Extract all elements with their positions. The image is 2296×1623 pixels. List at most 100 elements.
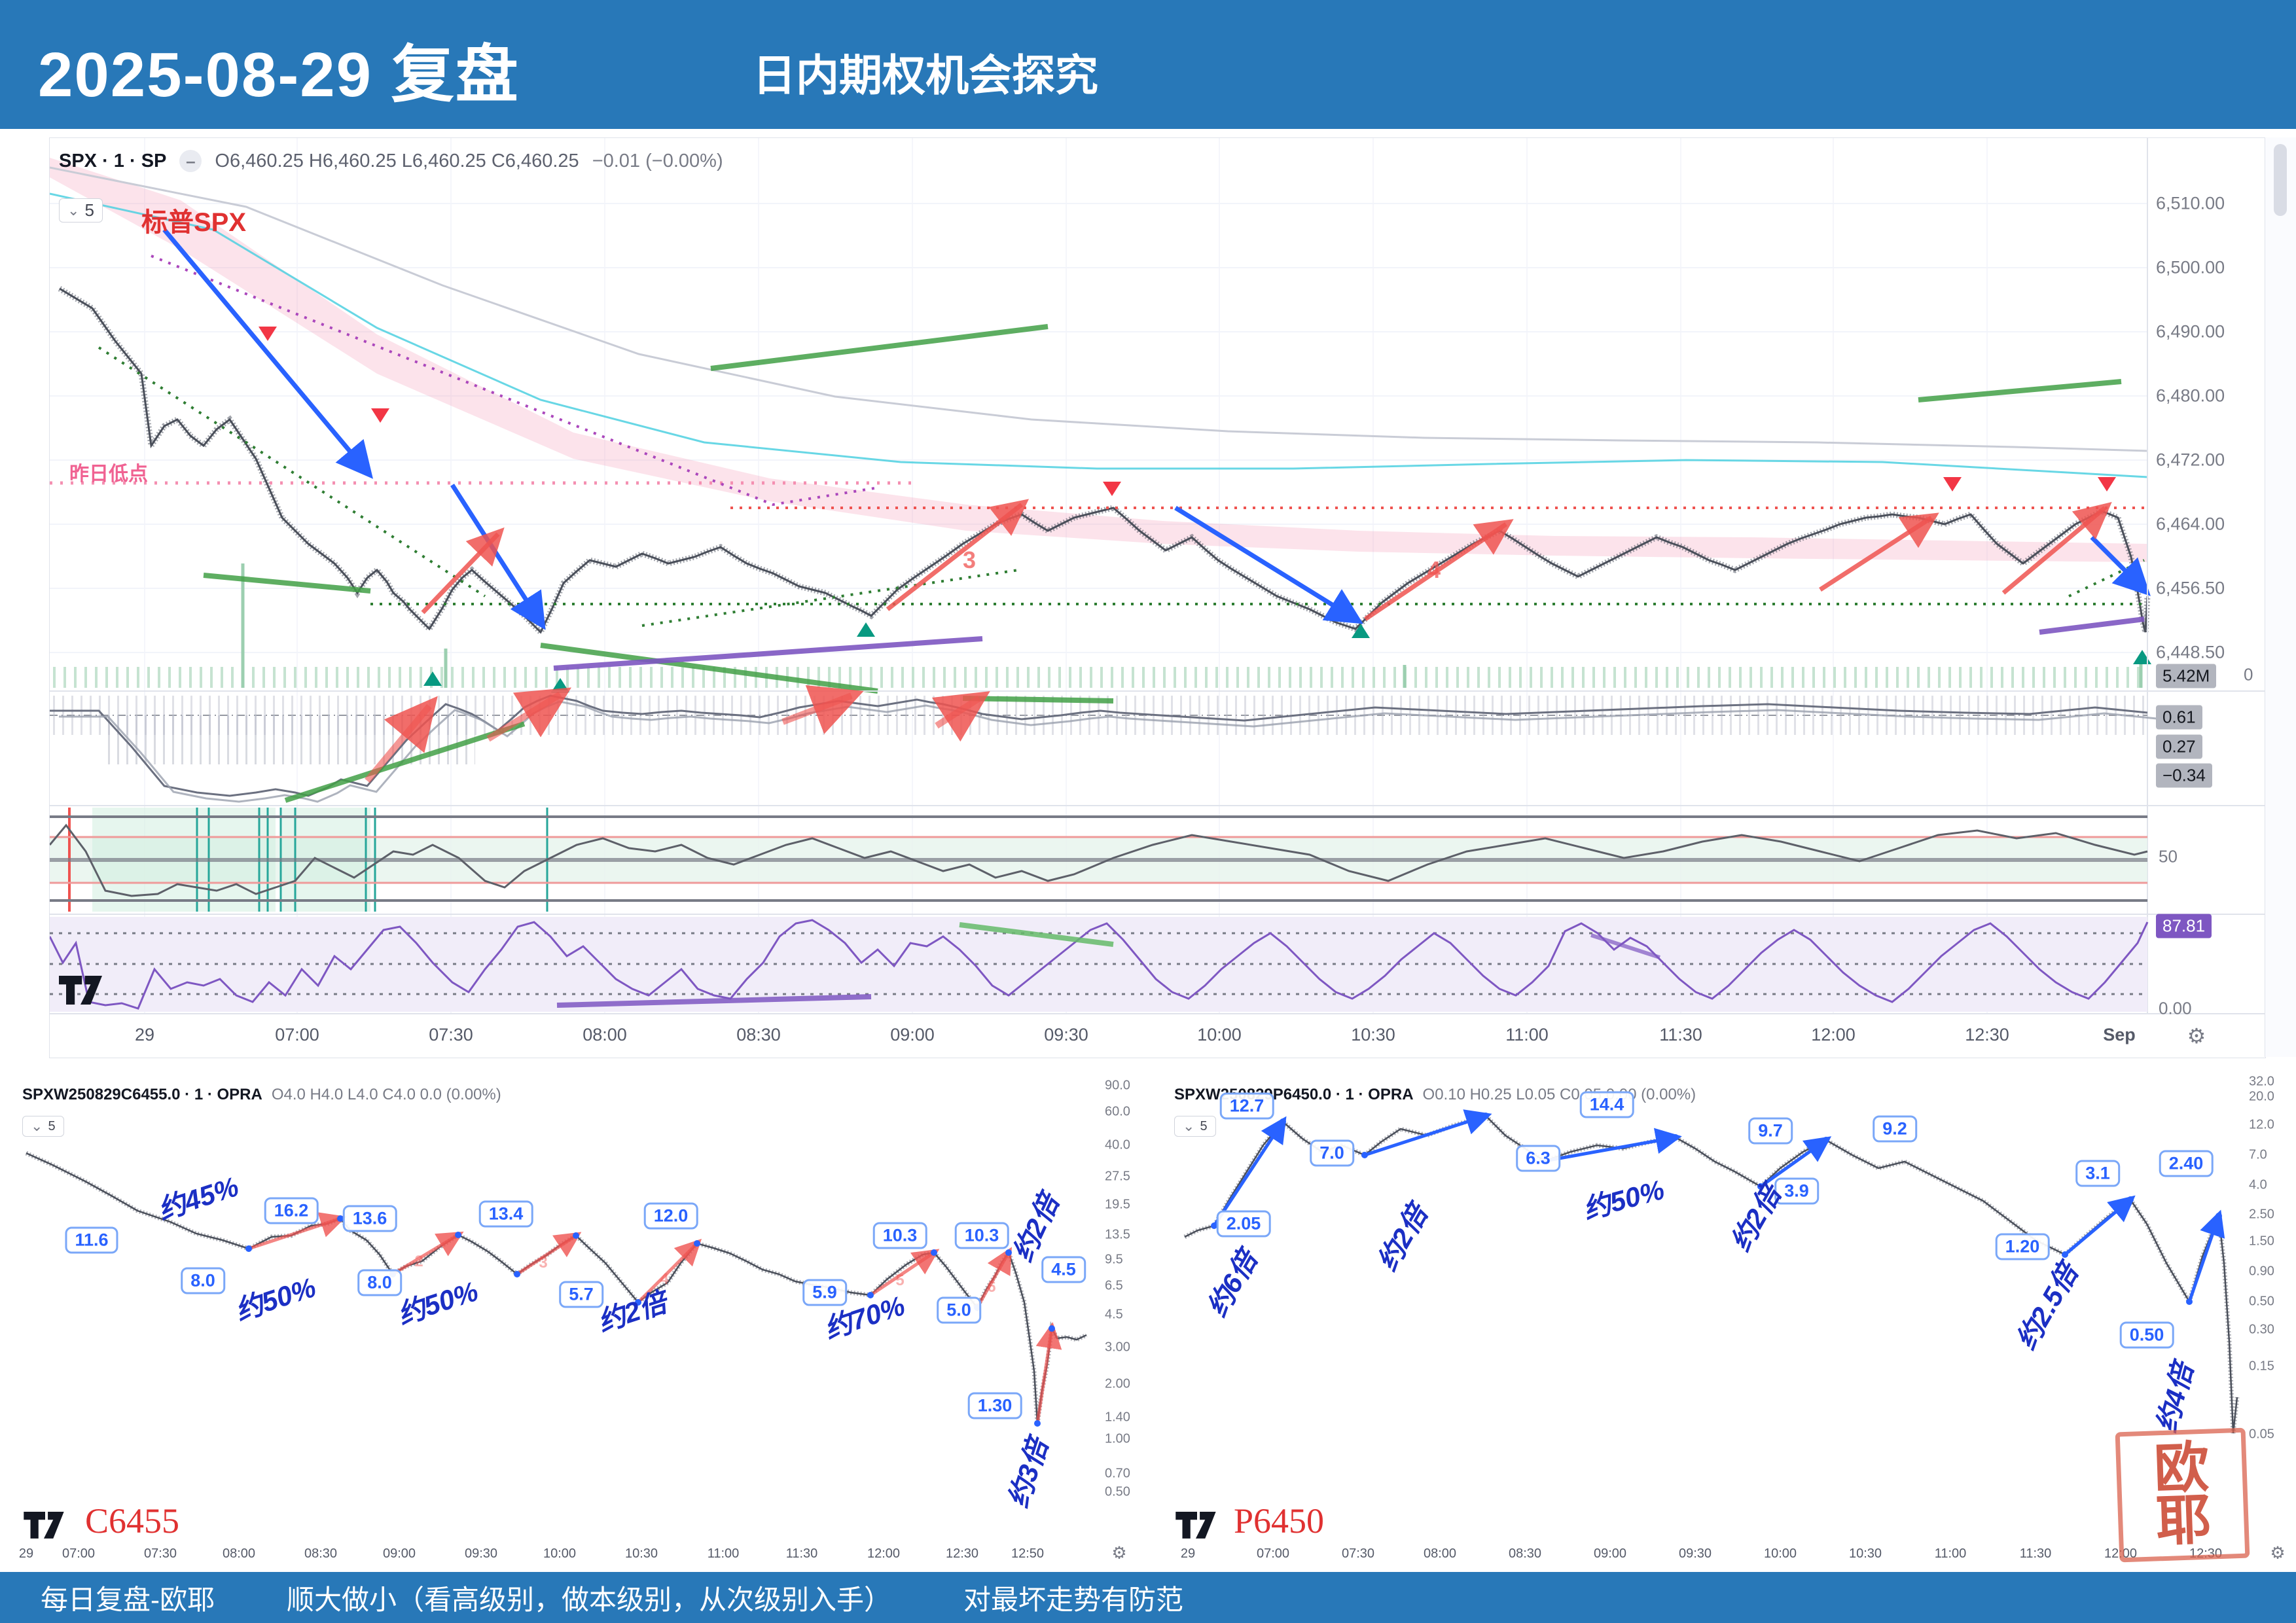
gear-icon[interactable]: ⚙ xyxy=(1111,1543,1127,1563)
price-axis-label: 6,448.50 xyxy=(2156,642,2225,662)
price-tag: 0.50 xyxy=(2119,1321,2174,1349)
put-time-axis-label: 08:30 xyxy=(1508,1546,1542,1561)
put-legend: SPXW250829P6450.0 · 1 · OPRA O0.10 H0.25… xyxy=(1174,1086,1696,1103)
spx-symbol: SPX · 1 · SP xyxy=(59,150,167,171)
put-time-axis-label: 12:00 xyxy=(2104,1546,2138,1561)
page-title: 2025-08-29 复盘 xyxy=(38,40,520,110)
call-symbol-label: C6455 xyxy=(85,1501,180,1541)
spx-price-line xyxy=(59,287,2149,634)
chevron-down-icon: ⌄ xyxy=(1183,1118,1195,1134)
time-axis-label: 08:30 xyxy=(736,1025,781,1044)
macd-value-badge: 0.61 xyxy=(2156,705,2202,730)
price-tag: 5.9 xyxy=(802,1279,847,1306)
wave-number: 4 xyxy=(1427,556,1441,583)
time-axis-label: 09:30 xyxy=(1044,1025,1088,1044)
call-time-axis-label: 09:30 xyxy=(464,1546,498,1561)
put-price-axis-label: 0.15 xyxy=(2249,1359,2274,1374)
visibility-toggle-icon[interactable]: – xyxy=(179,150,202,172)
gear-icon[interactable]: ⚙ xyxy=(2270,1543,2286,1563)
price-tag: 13.4 xyxy=(478,1200,533,1228)
put-time-axis-label: 11:30 xyxy=(2019,1546,2052,1561)
footer-bar: 每日复盘-欧耶 顺大做小（看高级别，做本级别，从次级别入手） 对最坏走势有防范 xyxy=(0,1572,2296,1623)
call-legend: SPXW250829C6455.0 · 1 · OPRA O4.0 H4.0 L… xyxy=(22,1086,501,1103)
price-tag: 7.0 xyxy=(1310,1139,1354,1167)
call-price-axis-label: 6.5 xyxy=(1105,1278,1123,1293)
price-tag: 10.3 xyxy=(954,1222,1009,1249)
gear-icon[interactable]: ⚙ xyxy=(2187,1024,2206,1048)
call-price-axis-label: 2.00 xyxy=(1105,1376,1130,1391)
red-up-arrows xyxy=(421,499,2112,621)
put-symbol-label: P6450 xyxy=(1234,1501,1325,1541)
price-tag: 4.5 xyxy=(1041,1256,1086,1283)
rsi-mid-label: 50 xyxy=(2159,846,2178,866)
scrollbar-strip[interactable] xyxy=(2265,137,2296,1057)
interval-chip[interactable]: ⌄ 5 xyxy=(59,198,103,223)
put-time-axis-label: 09:30 xyxy=(1678,1546,1712,1561)
put-time-axis-label: 09:00 xyxy=(1593,1546,1627,1561)
spx-ohlc: O6,460.25 H6,460.25 L6,460.25 C6,460.25 xyxy=(215,150,579,171)
price-axis-label: 6,490.00 xyxy=(2156,321,2225,342)
call-time-axis-label: 12:00 xyxy=(867,1546,901,1561)
call-price-axis-label: 60.0 xyxy=(1105,1104,1130,1119)
put-option-chart-panel: SPXW250829P6450.0 · 1 · OPRA O0.10 H0.25… xyxy=(1165,1075,2296,1571)
yesterday-low-label: 昨日低点 xyxy=(69,463,148,485)
put-price-axis-label: 0.50 xyxy=(2249,1294,2274,1309)
call-up-arrows xyxy=(248,1212,1062,1424)
price-tag: 10.3 xyxy=(872,1222,927,1249)
call-time-axis-label: 11:30 xyxy=(785,1546,818,1561)
price-tag: 5.7 xyxy=(559,1281,603,1308)
spx-chart-panel: SPX · 1 · SP – O6,460.25 H6,460.25 L6,46… xyxy=(49,137,2266,1058)
spx-legend: SPX · 1 · SP – O6,460.25 H6,460.25 L6,46… xyxy=(59,150,723,172)
macd-value-badge: −0.34 xyxy=(2156,763,2212,788)
price-tag: 8.0 xyxy=(357,1269,402,1296)
footer-author: 每日复盘-欧耶 xyxy=(41,1584,215,1615)
put-price-axis-label: 0.05 xyxy=(2249,1427,2274,1442)
price-axis-label: 6,456.50 xyxy=(2156,578,2225,598)
scrollbar-handle[interactable] xyxy=(2274,144,2287,216)
call-time-axis-label: 08:30 xyxy=(304,1546,338,1561)
price-axis-label: 6,480.00 xyxy=(2156,385,2225,406)
price-tag: 2.40 xyxy=(2159,1150,2214,1177)
call-time-axis-label: 10:30 xyxy=(624,1546,658,1561)
header-bar: 2025-08-29 复盘 日内期权机会探究 xyxy=(0,0,2296,129)
author-seal: 欧耶 xyxy=(2115,1427,2250,1563)
time-axis-label: 08:00 xyxy=(583,1025,627,1044)
stoch-value-badge: 87.81 xyxy=(2156,914,2212,938)
wave-number: 3 xyxy=(962,546,977,573)
wave-number: 5 xyxy=(895,1272,905,1289)
call-time-axis-label: 12:30 xyxy=(945,1546,979,1561)
call-option-chart-panel: SPXW250829C6455.0 · 1 · OPRA O4.0 H4.0 L… xyxy=(13,1077,1152,1571)
chevron-down-icon: ⌄ xyxy=(67,202,80,219)
put-time-axis-label: 10:00 xyxy=(1763,1546,1797,1561)
green-trendlines xyxy=(203,324,2122,694)
call-time-axis-label: 09:00 xyxy=(382,1546,416,1561)
call-price-axis-label: 0.70 xyxy=(1105,1466,1130,1481)
price-tag: 16.2 xyxy=(264,1197,319,1224)
price-tag: 12.0 xyxy=(643,1202,698,1230)
call-price-axis-label: 90.0 xyxy=(1105,1078,1130,1093)
put-price-axis-label: 1.50 xyxy=(2249,1234,2274,1249)
put-price-axis-label: 7.0 xyxy=(2249,1147,2267,1162)
macd-value-badge: 0.27 xyxy=(2156,734,2202,759)
wave-number: 6 xyxy=(987,1278,996,1296)
rsi-line xyxy=(50,823,2148,897)
call-interval-chip[interactable]: ⌄ 5 xyxy=(22,1116,64,1137)
put-price-axis-label: 0.90 xyxy=(2249,1264,2274,1279)
put-time-axis-label: 12:30 xyxy=(2189,1546,2223,1561)
time-axis-label: 11:30 xyxy=(1659,1025,1702,1044)
price-tag: 6.3 xyxy=(1516,1145,1560,1172)
stoch-trendlines xyxy=(556,922,1660,1008)
volume-zero-label: 0 xyxy=(2244,664,2253,685)
price-tag: 12.7 xyxy=(1219,1092,1274,1120)
price-tag: 11.6 xyxy=(65,1226,118,1254)
month-label: Sep xyxy=(2103,1025,2136,1044)
time-axis-label: 10:30 xyxy=(1351,1025,1395,1044)
uptrend-dotted xyxy=(641,569,1019,627)
put-interval-chip[interactable]: ⌄ 5 xyxy=(1174,1116,1216,1137)
call-time-axis-label: 07:00 xyxy=(62,1546,96,1561)
price-axis-label: 6,500.00 xyxy=(2156,257,2225,277)
tradingview-logo xyxy=(59,976,102,1005)
volume-bars xyxy=(50,667,2147,688)
tradingview-logo xyxy=(24,1512,64,1539)
call-time-axis-label: 08:00 xyxy=(222,1546,256,1561)
